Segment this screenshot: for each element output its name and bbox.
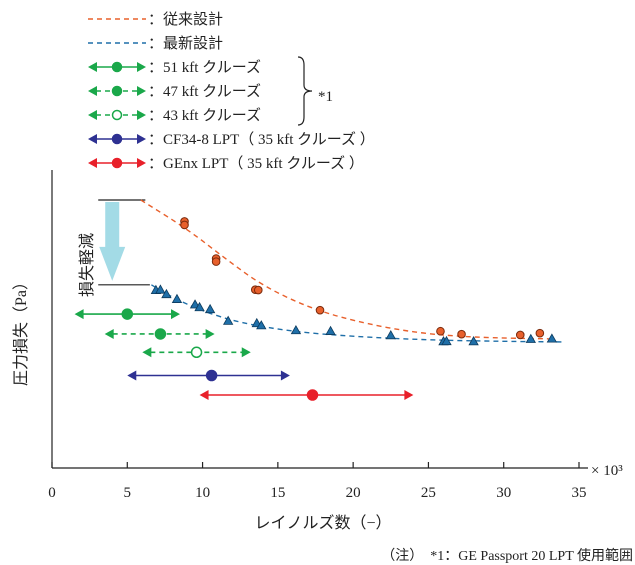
data-point-latest	[171, 293, 183, 303]
loss-reduction-label: 損失軽減	[78, 233, 96, 297]
legend-label-c51: ：51 kft クルーズ	[148, 59, 261, 76]
data-point-conventional	[457, 329, 466, 339]
legend-arrow-left	[88, 62, 97, 72]
data-point-latest	[385, 330, 396, 340]
x-tick-label: 30	[496, 485, 511, 501]
range-arrow-right-c51	[170, 309, 180, 320]
range-marker-c51	[121, 308, 134, 320]
data-point-latest	[468, 336, 479, 346]
range-marker-genx	[306, 389, 319, 401]
data-point-conventional	[253, 285, 263, 295]
legend-arrow-right	[137, 134, 146, 144]
range-arrow-right-c43	[241, 347, 251, 358]
legend-label-c43: ：43 kft クルーズ	[148, 107, 261, 124]
range-arrow-left-c43	[142, 347, 152, 358]
data-point-latest	[525, 333, 537, 343]
legend-marker-c43	[111, 109, 123, 121]
data-point-latest	[546, 333, 558, 343]
legend-marker-c51	[111, 61, 123, 73]
legend-label-conventional: ：従来設計	[148, 11, 223, 28]
range-arrow-left-genx	[199, 390, 209, 400]
data-point-latest	[194, 301, 205, 312]
x-tick-label: 5	[124, 485, 132, 501]
legend-marker-cf34	[111, 133, 123, 145]
range-arrow-right-cf34	[280, 370, 290, 381]
data-point-latest	[161, 288, 172, 299]
bracket-label: *1	[318, 89, 333, 105]
data-point-conventional	[436, 326, 445, 336]
x-tick-label: 35	[572, 485, 587, 501]
data-point-latest	[256, 320, 267, 330]
plot-area	[74, 199, 564, 401]
range-marker-c47	[154, 328, 167, 340]
legend: ：従来設計 ：最新設計 ：51 kft クルーズ ：47 kft クルーズ ：43 kf…	[88, 11, 375, 172]
legend-arrow-right	[137, 110, 146, 120]
range-arrow-left-c47	[104, 328, 114, 339]
data-point-conventional	[180, 220, 189, 230]
fit-curve-conventional	[140, 199, 549, 340]
data-point-latest	[222, 315, 234, 325]
loss-reduction-arrow	[99, 202, 126, 281]
x-tick-label: 15	[270, 485, 285, 501]
legend-label-latest: ：最新設計	[148, 35, 223, 52]
x-axis-multiplier: × 10³	[591, 463, 623, 479]
data-point-conventional	[315, 305, 325, 315]
data-point-conventional	[211, 257, 221, 266]
data-point-latest	[155, 284, 166, 294]
x-tick-label: 0	[48, 485, 56, 501]
legend-marker-genx	[111, 157, 123, 169]
legend-bracket	[297, 56, 313, 126]
y-axis-label: 圧力損失（Pa）	[12, 274, 30, 386]
data-point-latest	[204, 303, 216, 314]
legend-arrow-left	[88, 86, 97, 96]
data-point-conventional	[515, 330, 525, 340]
range-marker-c43	[190, 346, 203, 359]
legend-arrow-right	[137, 86, 146, 96]
legend-arrow-left	[88, 110, 97, 120]
x-tick-label: 25	[421, 485, 436, 501]
range-arrow-left-cf34	[127, 370, 137, 381]
legend-label-c47: ：47 kft クルーズ	[148, 83, 261, 100]
legend-label-genx: ：GEnx LPT（ 35 kft クルーズ ）	[148, 155, 364, 172]
x-axis-label: レイノルズ数（−）	[254, 514, 391, 532]
legend-marker-c47	[111, 85, 123, 97]
data-point-conventional	[535, 328, 545, 338]
range-arrow-right-c47	[205, 328, 215, 339]
legend-label-cf34: ：CF34-8 LPT（ 35 kft クルーズ ）	[148, 131, 375, 148]
data-point-latest	[290, 324, 302, 335]
legend-arrow-right	[137, 158, 146, 168]
legend-arrow-left	[88, 158, 97, 168]
x-tick-label: 20	[346, 485, 361, 501]
range-arrow-left-c51	[74, 309, 84, 320]
data-point-latest	[441, 335, 452, 346]
data-point-latest	[325, 325, 336, 335]
legend-arrow-left	[88, 134, 97, 144]
x-tick-label: 10	[195, 485, 210, 501]
legend-arrow-right	[137, 62, 146, 72]
footnote: （注） *1：GE Passport 20 LPT 使用範囲	[381, 547, 633, 564]
range-marker-cf34	[205, 369, 218, 382]
bracket-shape	[297, 56, 313, 126]
range-arrow-right-genx	[404, 390, 414, 400]
axes: 0 5 10 15 20 25 30 35	[48, 170, 588, 501]
